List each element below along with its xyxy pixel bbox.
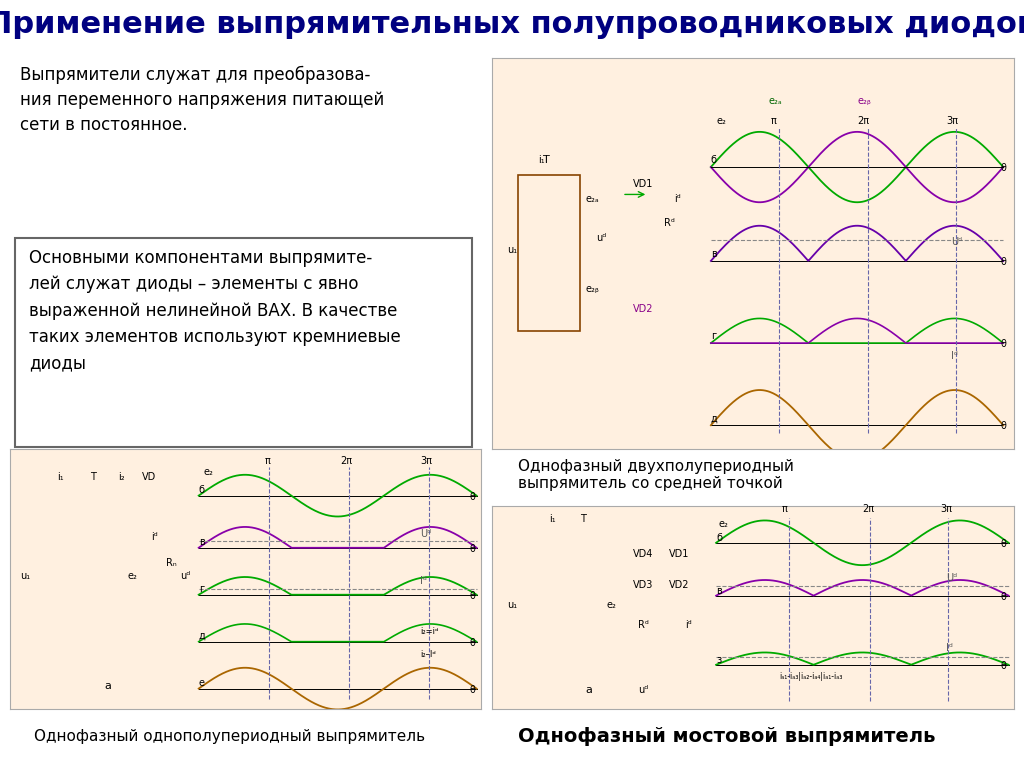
Text: Iᵈ: Iᵈ [951, 351, 958, 360]
Text: в: в [711, 249, 717, 259]
Text: θ: θ [1000, 661, 1007, 671]
Text: θ: θ [1000, 539, 1007, 549]
Text: Uᵈ: Uᵈ [951, 237, 963, 247]
Text: VD3: VD3 [633, 580, 653, 590]
Text: VD1: VD1 [633, 179, 653, 189]
Text: u₁: u₁ [507, 600, 517, 610]
Text: 2π: 2π [340, 456, 352, 466]
Text: θ: θ [469, 637, 475, 647]
Text: a: a [586, 685, 593, 695]
Text: π: π [771, 116, 777, 126]
Text: e₂ₐ: e₂ₐ [586, 194, 599, 204]
Text: 2π: 2π [857, 116, 869, 126]
Text: u₁: u₁ [19, 571, 30, 581]
Text: д: д [199, 631, 206, 641]
Text: e₂ᵦ: e₂ᵦ [586, 285, 599, 295]
Text: e₂: e₂ [128, 571, 138, 581]
Text: T: T [543, 155, 550, 165]
Text: θ: θ [469, 591, 475, 601]
Text: Однофазный однополупериодный выпрямитель: Однофазный однополупериодный выпрямитель [34, 729, 425, 744]
Text: VD1: VD1 [669, 549, 689, 559]
Text: uᵈ: uᵈ [180, 571, 190, 581]
Text: e₂: e₂ [606, 600, 616, 610]
Text: i₂=iᵈ: i₂=iᵈ [420, 627, 438, 636]
FancyBboxPatch shape [15, 239, 472, 446]
Text: б: б [711, 155, 717, 165]
Text: VD2: VD2 [633, 304, 653, 314]
Text: θ: θ [1000, 339, 1007, 349]
Text: Iᵈ: Iᵈ [946, 643, 952, 653]
Text: 3π: 3π [941, 505, 952, 515]
Text: e₂: e₂ [719, 518, 728, 528]
Text: iᵈ: iᵈ [685, 621, 691, 630]
Text: VD4: VD4 [633, 549, 653, 559]
Text: VD2: VD2 [669, 580, 689, 590]
Text: iᵈ: iᵈ [152, 532, 159, 542]
Text: Rᵈ: Rᵈ [638, 621, 648, 630]
Text: Rₙ: Rₙ [166, 558, 176, 568]
Text: б: б [199, 485, 205, 495]
Text: в: в [716, 586, 722, 596]
Text: Применение выпрямительных полупроводниковых диодов: Применение выпрямительных полупроводнико… [0, 11, 1024, 39]
Text: 3π: 3π [420, 456, 432, 466]
Text: uᵈ: uᵈ [638, 685, 648, 695]
Text: Выпрямители служат для преобразова-
ния переменного напряжения питающей
сети в п: Выпрямители служат для преобразова- ния … [19, 66, 384, 134]
Text: θ: θ [1000, 257, 1007, 267]
Text: θ: θ [1000, 163, 1007, 173]
Text: e₂ᵦ: e₂ᵦ [857, 97, 871, 107]
Text: T: T [581, 515, 586, 525]
Text: Rᵈ: Rᵈ [664, 218, 675, 228]
Text: г: г [199, 584, 204, 594]
Text: i₁: i₁ [539, 155, 545, 165]
Text: Iᵈ: Iᵈ [420, 576, 427, 586]
Text: 3π: 3π [946, 116, 957, 126]
Text: i₁: i₁ [57, 472, 63, 482]
Text: 2π: 2π [862, 505, 874, 515]
Text: i₂–Iᵈ: i₂–Iᵈ [420, 650, 436, 660]
Text: e₂: e₂ [716, 116, 726, 126]
Text: i₁: i₁ [549, 515, 556, 525]
Text: г: г [711, 331, 716, 341]
Text: д: д [711, 413, 718, 423]
Text: a: a [104, 680, 112, 690]
Text: i₂: i₂ [119, 472, 125, 482]
Text: Однофазный мостовой выпрямитель: Однофазный мостовой выпрямитель [517, 727, 935, 746]
Text: iₐ₁-iₐ₃|iₐ₂-iₐ₄|iₐ₁-iₐ₃: iₐ₁-iₐ₃|iₐ₂-iₐ₄|iₐ₁-iₐ₃ [778, 672, 842, 681]
Text: T: T [90, 472, 96, 482]
Text: u₁: u₁ [507, 245, 517, 255]
Text: VD: VD [142, 472, 157, 482]
Text: e₂ₐ: e₂ₐ [768, 97, 782, 107]
Text: б: б [716, 533, 722, 543]
Text: π: π [781, 505, 787, 515]
Text: θ: θ [469, 544, 475, 554]
Text: Основными компонентами выпрямите-
лей служат диоды – элементы с явно
выраженной : Основными компонентами выпрямите- лей сл… [29, 249, 400, 373]
Text: в: в [199, 537, 205, 547]
Text: е: е [199, 678, 205, 688]
Text: Однофазный двухполупериодный
выпрямитель со средней точкой: Однофазный двухполупериодный выпрямитель… [517, 459, 794, 491]
Text: iᵈ: iᵈ [674, 194, 681, 204]
Text: з: з [716, 655, 721, 665]
Text: θ: θ [1000, 591, 1007, 602]
Text: θ: θ [1000, 421, 1007, 431]
Text: Uᵈ: Uᵈ [420, 529, 431, 539]
Text: π: π [264, 456, 270, 466]
Text: uᵈ: uᵈ [596, 233, 606, 243]
Text: θ: θ [469, 684, 475, 695]
Text: e₂: e₂ [204, 467, 213, 477]
Text: Uᵈ: Uᵈ [946, 574, 957, 584]
Text: θ: θ [469, 492, 475, 502]
